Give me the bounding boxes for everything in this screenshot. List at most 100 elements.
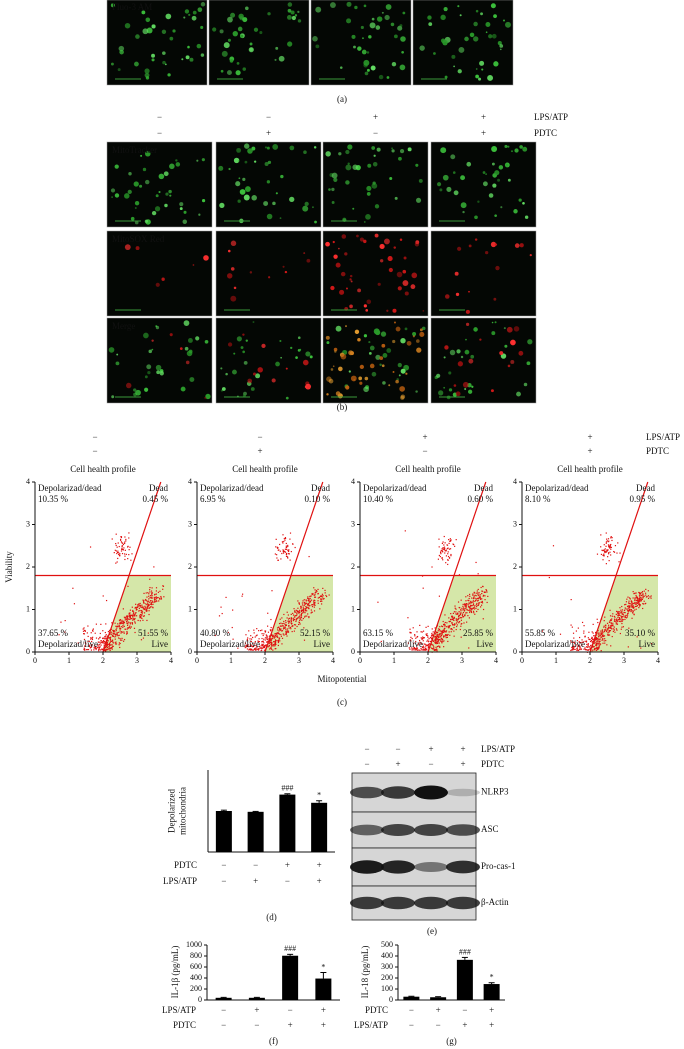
event-dot [255,649,256,650]
x-tick-label: 2 [588,656,592,665]
cell [236,70,241,75]
event-dot [597,619,598,620]
event-dot [124,639,125,640]
event-dot [96,624,97,625]
event-dot [304,612,305,613]
event-dot [286,632,287,633]
event-dot [560,634,561,635]
significance: * [317,791,321,800]
event-dot [597,622,598,623]
cell [295,14,297,16]
quadrant-value: 0.60 % [468,494,494,504]
event-dot [472,593,473,594]
cell [519,145,523,149]
event-dot [260,630,261,631]
event-dot [299,620,300,621]
event-dot [606,541,607,542]
panel-label: (b) [337,402,348,412]
cell [386,4,392,10]
x-tick-label: 0 [358,656,362,665]
quadrant-value: 0.10 % [305,494,331,504]
event-dot [293,619,294,620]
event-dot [475,562,476,563]
event-dot [283,626,284,627]
event-dot [119,553,120,554]
event-dot [442,633,443,634]
event-dot [609,560,610,561]
event-dot [590,641,591,642]
cell [250,43,253,46]
event-dot [456,618,457,619]
cell [280,217,282,219]
event-dot [123,641,124,642]
cell [331,368,334,371]
event-dot [457,620,458,621]
event-dot [282,638,283,639]
cell [372,372,377,377]
cell [280,175,283,178]
event-dot [74,603,75,604]
cell [351,281,353,283]
event-dot [448,560,449,561]
event-dot [146,610,147,611]
event-dot [451,629,452,630]
event-dot [288,550,289,551]
event-dot [617,612,618,613]
cell [525,215,528,218]
event-dot [604,643,605,644]
event-dot [441,642,442,643]
event-dot [642,597,643,598]
event-dot [631,601,632,602]
cell [471,386,473,388]
cell [380,244,385,249]
event-dot [467,595,468,596]
event-dot [156,593,157,594]
event-dot [627,608,628,609]
event-dot [296,612,297,613]
cell [151,339,153,341]
event-dot [604,629,605,630]
cell [443,387,445,389]
cell [328,188,331,191]
event-dot [418,649,419,650]
event-dot [156,598,157,599]
cell [200,26,203,29]
cell [235,181,240,186]
event-dot [609,621,610,622]
event-dot [83,628,84,629]
event-dot [301,610,302,611]
event-dot [632,612,633,613]
event-dot [450,538,451,539]
cell [411,284,416,289]
event-dot [593,633,594,634]
cell [340,66,343,69]
event-dot [322,595,323,596]
cell [135,201,139,205]
condition-sign: − [285,876,290,886]
event-dot [121,620,122,621]
event-dot [622,621,623,622]
event-dot [150,595,151,596]
event-dot [457,621,458,622]
cell [376,25,381,30]
cell [288,2,293,7]
cell [438,390,443,395]
event-dot [303,611,304,612]
event-dot [86,649,87,650]
event-dot [479,602,480,603]
event-dot [451,631,452,632]
event-dot [485,589,486,590]
event-dot [606,539,607,540]
cell [419,45,424,50]
event-dot [125,550,126,551]
quadrant-name: Dead [311,483,330,493]
bar [249,998,265,1000]
event-dot [301,613,302,614]
event-dot [479,596,480,597]
event-dot [261,638,262,639]
event-dot [605,625,606,626]
cell [116,361,120,365]
event-dot [115,626,116,627]
event-dot [106,600,107,601]
event-dot [140,606,141,607]
